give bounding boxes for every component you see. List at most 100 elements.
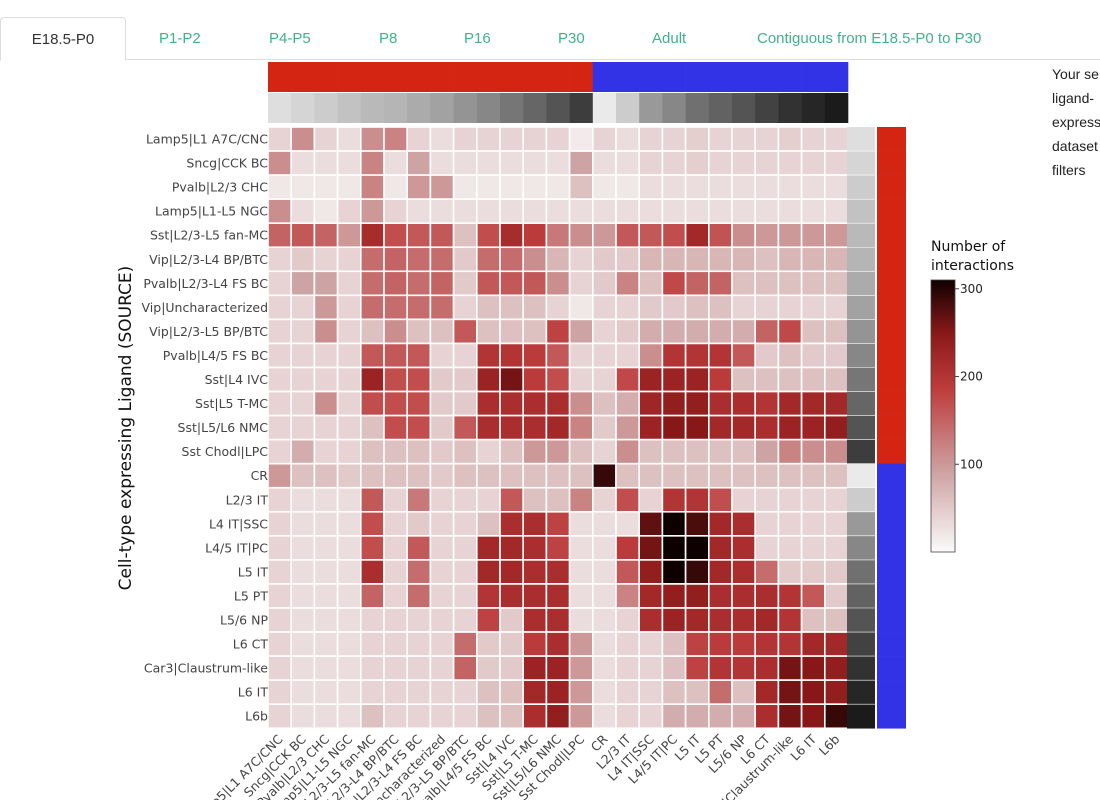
row-class-cell — [877, 319, 906, 344]
heatmap-cell — [313, 559, 339, 585]
heatmap-cell — [499, 126, 525, 152]
row-class-cell — [877, 559, 906, 585]
heatmap-cell — [754, 631, 780, 657]
heatmap-cell — [591, 510, 617, 537]
row-class-cell — [877, 127, 906, 152]
heatmap-cell — [684, 631, 710, 657]
heatmap-cell — [475, 535, 501, 561]
column-gray-cell — [569, 93, 594, 123]
heatmap-cell — [754, 510, 780, 537]
heatmap-cell — [406, 535, 432, 561]
heatmap-cell — [684, 198, 710, 224]
heatmap-cell — [499, 150, 525, 176]
heatmap-cell — [290, 679, 316, 706]
column-class-cell — [639, 62, 663, 92]
heatmap-cell — [638, 222, 664, 249]
heatmap-cell — [684, 679, 710, 706]
heatmap-cell — [267, 222, 293, 249]
heatmap-cell — [615, 198, 641, 224]
heatmap-cell — [429, 679, 455, 706]
row-class-cell — [877, 367, 906, 392]
tab-contiguous[interactable]: Contiguous from E18.5-P0 to P30 — [757, 30, 982, 47]
row-label: Pvalb|L4/5 FS BC — [163, 348, 269, 363]
heatmap-cell — [383, 703, 409, 730]
heatmap-cell — [568, 294, 594, 321]
heatmap-cell — [267, 390, 293, 417]
heatmap-cell — [290, 246, 316, 273]
heatmap-cell — [661, 486, 687, 513]
row-label: L5 PT — [234, 588, 268, 603]
heatmap-cell — [777, 438, 803, 465]
heatmap-cell — [684, 607, 710, 633]
heatmap-cell — [522, 438, 548, 465]
column-gray-cell — [407, 93, 431, 123]
heatmap-cell — [684, 126, 710, 152]
heatmap-cell — [661, 390, 687, 417]
heatmap-cell — [731, 126, 757, 152]
heatmap-cell — [313, 390, 339, 417]
heatmap-cell — [754, 366, 780, 393]
column-gray-cell — [500, 93, 524, 123]
row-class-cell — [877, 632, 906, 657]
row-gray-cell — [847, 704, 875, 729]
heatmap-cell — [731, 294, 757, 321]
tab-e18-5-p0[interactable]: E18.5-P0 — [0, 17, 126, 61]
heatmap-cell — [499, 535, 525, 561]
heatmap-cell — [800, 510, 826, 537]
heatmap-cell — [545, 198, 571, 224]
row-label: Sncg|CCK BC — [186, 156, 268, 171]
tab-p30[interactable]: P30 — [558, 30, 585, 47]
heatmap-cell — [661, 126, 687, 152]
heatmap-cell — [568, 607, 594, 633]
heatmap-cell — [591, 679, 617, 706]
row-gray-cell — [847, 295, 875, 320]
heatmap-cell — [638, 703, 664, 730]
heatmap-cell — [290, 535, 316, 561]
tab-p1-p2[interactable]: P1-P2 — [159, 30, 201, 47]
colorbar-tick-label: 200 — [960, 370, 983, 384]
heatmap-cell — [452, 294, 478, 321]
row-label: Sst|L4 IVC — [205, 372, 269, 387]
heatmap-cell — [429, 390, 455, 417]
heatmap-cell — [290, 318, 316, 345]
heatmap-cell — [638, 414, 664, 441]
row-class-cell — [877, 223, 906, 248]
heatmap-cell — [684, 342, 710, 369]
tab-p16[interactable]: P16 — [464, 30, 491, 47]
column-gray-cell — [430, 93, 454, 123]
heatmap-cell — [707, 583, 733, 609]
heatmap-cell — [661, 607, 687, 633]
heatmap-cell — [452, 535, 478, 561]
heatmap-cell — [313, 655, 339, 681]
heatmap-cell — [336, 222, 362, 249]
heatmap-cell — [429, 607, 455, 633]
tab-p4-p5[interactable]: P4-P5 — [269, 30, 311, 47]
heatmap-cell — [359, 390, 385, 417]
heatmap-cell — [522, 607, 548, 633]
heatmap-cell — [615, 174, 641, 200]
row-gray-cell — [847, 247, 875, 272]
column-gray-cell — [732, 93, 756, 123]
heatmap-cell — [359, 174, 385, 200]
heatmap-cell — [591, 342, 617, 369]
heatmap-cell — [800, 583, 826, 609]
heatmap-cell — [731, 655, 757, 681]
tab-p8[interactable]: P8 — [379, 30, 398, 47]
heatmap-cell — [383, 246, 409, 273]
heatmap-cell — [313, 366, 339, 393]
row-class-cell — [877, 343, 906, 368]
heatmap-cell — [754, 703, 780, 730]
heatmap-cell — [661, 679, 687, 706]
heatmap-cell — [800, 270, 826, 297]
heatmap-cell — [823, 486, 849, 513]
heatmap-cell — [591, 294, 617, 321]
heatmap-cell — [499, 607, 525, 633]
row-gray-cell — [847, 271, 875, 296]
column-gray-cell — [778, 93, 802, 123]
heatmap-cell — [406, 246, 432, 273]
heatmap-cell — [707, 703, 733, 730]
side-note-line: dataset — [1052, 138, 1098, 154]
heatmap-cell — [429, 486, 455, 513]
tab-adult[interactable]: Adult — [652, 30, 687, 47]
heatmap-cell — [568, 150, 594, 176]
